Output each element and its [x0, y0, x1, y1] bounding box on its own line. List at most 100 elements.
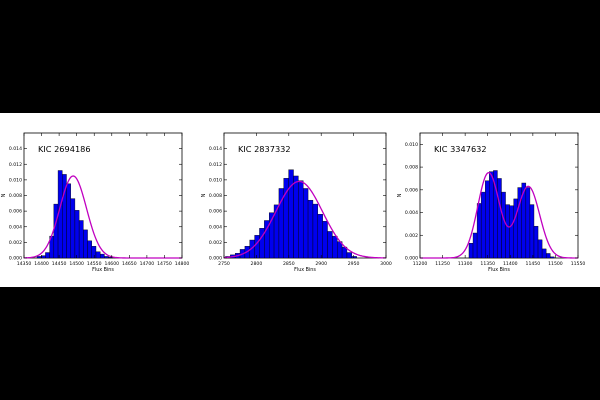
x-axis-label: Flux Bins [488, 267, 510, 273]
histogram-bar [259, 228, 265, 259]
y-tick-label: 0.000 [9, 256, 22, 262]
x-tick-label: 11450 [526, 261, 541, 267]
histogram-bar [74, 210, 80, 259]
histogram-bar [501, 191, 506, 259]
histogram-bar [78, 220, 84, 259]
x-tick-label: 2850 [283, 261, 295, 267]
histogram-bar [476, 203, 482, 259]
y-axis-label: N [397, 193, 403, 197]
chart-title: KIC 2837332 [238, 144, 291, 154]
histogram-bar [525, 187, 531, 259]
y-tick-label: 0.008 [209, 193, 222, 199]
y-tick-label: 0.008 [405, 165, 418, 171]
histogram-bar [537, 239, 543, 259]
fit-curve [223, 180, 387, 259]
histogram-bar [317, 214, 323, 259]
y-tick-label: 0.000 [405, 256, 418, 262]
histogram-bar [550, 256, 555, 259]
histogram-bar [480, 191, 486, 259]
histogram-bar [541, 248, 547, 259]
x-tick-label: 14400 [34, 261, 49, 267]
fit-curve [420, 171, 579, 259]
x-tick-label: 14500 [69, 261, 84, 267]
y-tick-label: 0.006 [9, 209, 22, 215]
x-tick-label: 14800 [175, 261, 190, 267]
x-tick-label: 11250 [435, 261, 450, 267]
y-tick-label: 0.000 [209, 256, 222, 262]
histogram-bar [513, 198, 518, 259]
y-axis-label: N [201, 193, 207, 197]
y-tick-label: 0.004 [9, 224, 22, 230]
histogram-bar [509, 205, 514, 259]
histogram-bar [468, 243, 474, 259]
histogram-bar [346, 252, 353, 259]
y-tick-label: 0.010 [209, 177, 222, 183]
x-tick-label: 11550 [571, 261, 586, 267]
histogram-bar [298, 180, 304, 259]
x-tick-label: 11350 [480, 261, 495, 267]
histogram-bar [485, 180, 490, 259]
chart-title: KIC 2694186 [38, 144, 91, 154]
histogram-bar [497, 178, 502, 259]
x-tick-label: 14750 [157, 261, 172, 267]
histogram-bar [91, 246, 97, 259]
y-tick-label: 0.012 [9, 162, 22, 168]
x-tick-label: 2900 [315, 261, 327, 267]
histogram-bar [95, 251, 101, 259]
y-tick-label: 0.002 [9, 240, 22, 246]
subplot-2: 2750 2800 2850 2900 2950 3000 0.000 0.002 0.004 0… [201, 132, 392, 273]
histogram-bar [45, 252, 50, 259]
x-tick-label: 14450 [52, 261, 67, 267]
histogram-bar [303, 188, 309, 259]
subplot-1: 14350 14400 14450 14500 14550 14600 14650 14700… [1, 132, 190, 273]
x-tick-label: 14350 [17, 261, 32, 267]
histogram-bar [70, 198, 76, 259]
y-tick-label: 0.004 [209, 224, 222, 230]
histogram-bar [104, 256, 109, 259]
histogram-bar [99, 253, 105, 259]
y-tick-label: 0.010 [405, 142, 418, 148]
y-tick-label: 0.006 [405, 187, 418, 193]
x-tick-label: 14700 [140, 261, 155, 267]
y-tick-label: 0.006 [209, 209, 222, 215]
histogram-bar [529, 204, 535, 259]
histogram-bar [87, 240, 92, 259]
fit-curve [23, 175, 182, 259]
histogram-bar [472, 232, 478, 259]
histogram-bar [327, 231, 333, 259]
y-tick-label: 0.012 [209, 162, 222, 168]
y-tick-label: 0.002 [405, 233, 418, 239]
y-tick-label: 0.004 [405, 210, 418, 216]
x-tick-label: 14600 [104, 261, 119, 267]
y-tick-label: 0.010 [9, 177, 22, 183]
x-tick-label: 11200 [413, 261, 428, 267]
chart-title: KIC 3347632 [434, 144, 487, 154]
histogram-bar [545, 253, 551, 259]
x-tick-label: 14550 [87, 261, 102, 267]
histogram-bar [288, 169, 294, 259]
histogram-bar [332, 235, 338, 259]
x-tick-label: 2950 [348, 261, 360, 267]
x-axis-label: Flux Bins [294, 267, 316, 273]
histogram-bar [66, 183, 71, 259]
histogram-bar [322, 221, 328, 259]
y-tick-label: 0.008 [9, 193, 22, 199]
x-tick-label: 11500 [548, 261, 563, 267]
x-tick-label: 2800 [251, 261, 263, 267]
subplot-3: 11200 11250 11300 11350 11400 11450 11500 11550… [397, 132, 586, 273]
histogram-bar [254, 235, 260, 259]
x-axis-label: Flux Bins [92, 267, 114, 273]
x-tick-label: 2750 [218, 261, 230, 267]
histogram-bar [53, 203, 59, 259]
histogram-bar [312, 203, 318, 259]
histogram-bar [505, 204, 510, 259]
histogram-bar [83, 229, 88, 259]
y-tick-label: 0.002 [209, 240, 222, 246]
y-axis-label: N [1, 193, 7, 197]
histogram-bar [293, 175, 299, 259]
histogram-bar [351, 256, 357, 259]
histogram-bar [307, 199, 314, 259]
y-tick-label: 0.014 [9, 146, 22, 152]
